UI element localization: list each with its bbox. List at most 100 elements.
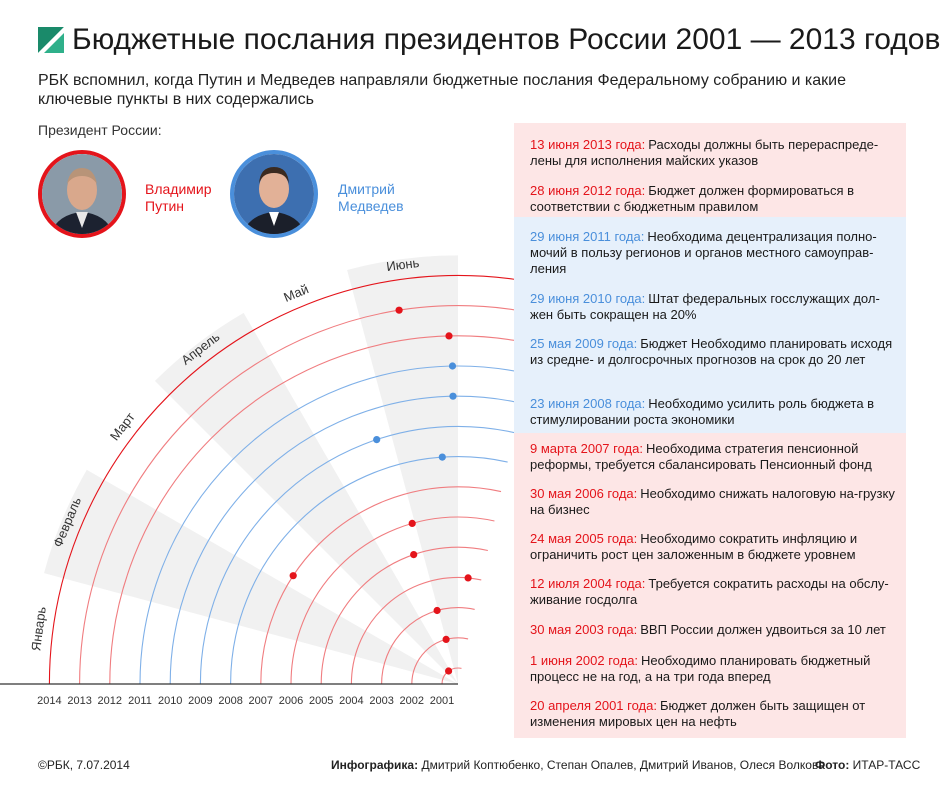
data-point-2003 — [433, 606, 441, 615]
message-text: ВВП России должен удвоиться за 10 лет — [640, 622, 886, 637]
message-text: Бюджет должен формироваться в соответств… — [530, 183, 855, 214]
year-arc-2012 — [109, 335, 459, 685]
month-sector-5 — [243, 270, 458, 684]
presidents-label: Президент России: — [38, 122, 162, 138]
year-label-2011: 2011 — [128, 695, 152, 707]
footer-copyright: ©РБК, 7.07.2014 — [38, 758, 130, 772]
year-arc-ext-2008 — [457, 456, 508, 463]
message-text: Необходимо планировать бюджетный процесс… — [530, 653, 871, 684]
year-arc-ext-2013 — [457, 305, 514, 311]
message-item: 25 мая 2009 года: Бюджет Необходимо плани… — [530, 336, 902, 368]
year-label-2006: 2006 — [279, 695, 303, 707]
message-item: 12 июля 2004 года: Требуется сократить ра… — [530, 576, 902, 608]
rbc-logo-icon — [38, 27, 64, 53]
panel-medvedev-2008-2011 — [514, 217, 906, 433]
year-arc-ext-2010 — [457, 395, 514, 403]
putin-portrait-icon — [42, 154, 122, 234]
putin-last-name: Путин — [145, 198, 185, 214]
message-date: 23 июня 2008 года: — [530, 396, 646, 411]
year-arc-ext-2007 — [457, 486, 502, 493]
year-label-2008: 2008 — [218, 695, 242, 707]
year-arc-ext-2003 — [457, 607, 475, 610]
year-label-2013: 2013 — [67, 695, 91, 707]
year-arc-2014 — [48, 274, 459, 685]
avatar-putin — [38, 150, 126, 238]
month-sector-2 — [44, 469, 459, 684]
message-text: Необходима децентрализация полно-мочий в… — [530, 229, 877, 276]
year-label-2010: 2010 — [158, 695, 182, 707]
page-title: Бюджетные послания президентов России 20… — [72, 23, 941, 56]
message-item: 30 мая 2003 года: ВВП России должен удвои… — [530, 622, 902, 638]
message-item: 13 июня 2013 года: Расходы должны быть пе… — [530, 137, 902, 169]
year-arc-2004 — [350, 576, 459, 685]
panel-putin-2012-2013 — [514, 123, 906, 217]
year-label-2007: 2007 — [249, 695, 273, 707]
panel-putin-2001-2007 — [514, 433, 906, 738]
year-label-2002: 2002 — [400, 695, 424, 707]
footer-credits: Инфографика: Дмитрий Коптюбенко, Степан … — [331, 758, 825, 772]
message-item: 9 марта 2007 года: Необходима стратегия п… — [530, 441, 902, 473]
data-point-2013 — [395, 306, 403, 314]
message-item: 29 июня 2010 года: Штат федеральных госсл… — [530, 291, 902, 323]
medvedev-last-name: Медведев — [338, 198, 404, 214]
message-date: 28 июня 2012 года: — [530, 183, 646, 198]
avatar-medvedev — [230, 150, 318, 238]
month-sector-6 — [347, 255, 458, 684]
year-arc-ext-2006 — [457, 516, 495, 522]
year-label-2012: 2012 — [98, 695, 122, 707]
year-arc-ext-2005 — [457, 546, 488, 552]
message-item: 20 апреля 2001 года: Бюджет должен быть з… — [530, 698, 902, 730]
graphics-authors: Дмитрий Коптюбенко, Степан Опалев, Дмитр… — [421, 758, 825, 772]
data-point-2010 — [449, 392, 457, 400]
year-arc-2011 — [139, 365, 459, 685]
year-arc-2013 — [79, 305, 459, 685]
year-label-2001: 2001 — [430, 695, 454, 707]
message-date: 29 июня 2011 года: — [530, 229, 645, 244]
message-date: 24 мая 2005 года: — [530, 531, 638, 546]
year-label-2003: 2003 — [369, 695, 393, 707]
message-text: Необходимо усилить роль бюджета в стимул… — [530, 396, 875, 427]
medvedev-name: Дмитрий Медведев — [338, 181, 404, 215]
year-arc-2010 — [169, 395, 459, 685]
putin-name: Владимир Путин — [145, 181, 212, 215]
message-text: Бюджет Необходимо планировать исходя из … — [530, 336, 893, 367]
year-arc-2006 — [290, 516, 459, 685]
message-text: Бюджет должен быть защищен от изменения … — [530, 698, 866, 729]
year-label-2004: 2004 — [339, 695, 363, 707]
page-subtitle: РБК вспомнил, когда Путин и Медведев нап… — [38, 72, 847, 108]
year-arc-ext-2009 — [457, 425, 514, 434]
graphics-label: Инфографика: — [331, 758, 419, 772]
message-text: Расходы должны быть перераспреде-лены дл… — [530, 137, 879, 168]
message-date: 13 июня 2013 года: — [530, 137, 646, 152]
message-item: 30 мая 2006 года: Необходимо снижать нало… — [530, 486, 902, 518]
year-arc-ext-2011 — [457, 365, 514, 372]
month-sector-1 — [29, 573, 459, 684]
data-point-2004 — [464, 574, 472, 582]
message-item: 29 июня 2011 года: Необходима децентрализ… — [530, 229, 902, 277]
message-date: 29 июня 2010 года: — [530, 291, 646, 306]
photo-source: ИТАР-ТАСС — [852, 758, 921, 772]
data-point-2011 — [448, 362, 457, 370]
data-point-2007 — [289, 572, 297, 580]
message-date: 1 июня 2002 года: — [530, 653, 639, 668]
year-arc-2009 — [199, 425, 459, 685]
footer-photo: Фото: ИТАР-ТАСС — [815, 758, 920, 772]
year-arc-ext-2002 — [457, 637, 469, 640]
data-point-2009 — [373, 436, 381, 444]
message-text: Штат федеральных госслужащих дол-жен быт… — [530, 291, 880, 322]
month-sector-3 — [86, 380, 459, 684]
message-item: 1 июня 2002 года: Необходимо планировать … — [530, 653, 902, 685]
message-text: Необходимо снижать налоговую на-грузку н… — [530, 486, 895, 517]
year-arc-2003 — [381, 607, 459, 685]
message-date: 20 апреля 2001 года: — [530, 698, 657, 713]
message-text: Необходима стратегия пенсионной реформы,… — [530, 441, 872, 472]
month-label-1: Январь — [28, 605, 49, 651]
year-arc-2005 — [320, 546, 459, 685]
data-point-2005 — [410, 551, 418, 559]
month-label-6: Июнь — [385, 255, 420, 274]
year-arc-2007 — [260, 486, 459, 685]
year-arc-2002 — [411, 637, 459, 685]
data-point-2006 — [408, 519, 416, 527]
year-label-2014: 2014 — [37, 695, 61, 707]
